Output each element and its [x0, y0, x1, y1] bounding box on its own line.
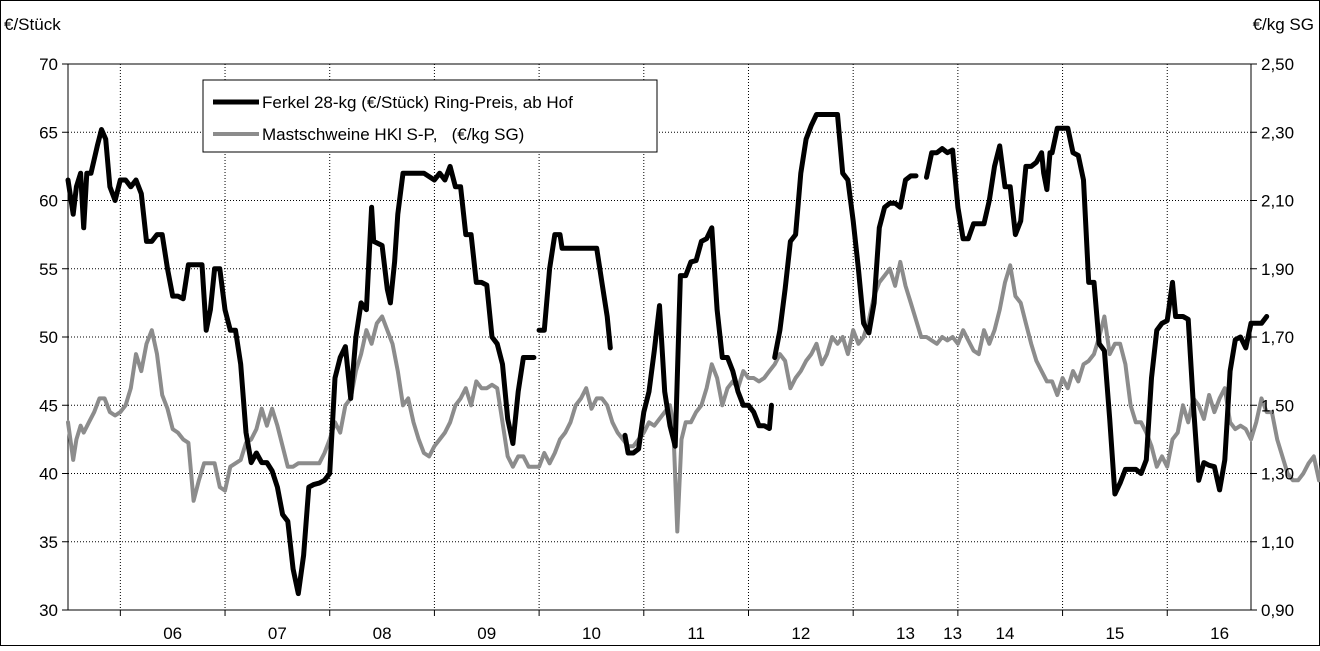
y-right-tick-label: 0,90 [1261, 601, 1294, 620]
y-right-tick-label: 1,30 [1261, 465, 1294, 484]
y-right-tick-label: 1,50 [1261, 396, 1294, 415]
y-left-unit-label: €/Stück [4, 15, 61, 34]
x-tick-label: 16 [1210, 624, 1229, 643]
x-tick-label: 11 [687, 624, 705, 643]
y-right-tick-label: 2,50 [1261, 55, 1294, 74]
x-tick-label: 12 [791, 624, 810, 643]
y-left-tick-label: 50 [39, 328, 58, 347]
y-left-tick-label: 35 [39, 533, 58, 552]
y-right-tick-label: 1,70 [1261, 328, 1294, 347]
y-left-tick-label: 40 [39, 465, 58, 484]
x-tick-label: 06 [163, 624, 182, 643]
y-right-tick-label: 1,10 [1261, 533, 1294, 552]
series-line-ferkel [536, 232, 613, 351]
y-left-tick-label: 65 [39, 123, 58, 142]
y-left-tick-label: 60 [39, 192, 58, 211]
y-right-tick-label: 2,30 [1261, 123, 1294, 142]
series-line-mastschweine [66, 259, 1320, 534]
x-tick-label: 07 [268, 624, 287, 643]
x-tick-label: 10 [582, 624, 601, 643]
x-tick-label: 08 [373, 624, 392, 643]
y-left-tick-label: 45 [39, 396, 58, 415]
legend-box [202, 79, 658, 153]
series-line-ferkel [65, 127, 537, 597]
x-tick-label: 15 [1105, 624, 1124, 643]
x-tick-label: 13 [943, 624, 962, 643]
y-right-tick-label: 1,90 [1261, 260, 1294, 279]
y-right-tick-label: 2,10 [1261, 192, 1294, 211]
series-line-ferkel [772, 112, 919, 360]
legend-label-ferkel: Ferkel 28-kg (€/Stück) Ring-Preis, ab Ho… [262, 93, 573, 112]
y-left-tick-label: 30 [39, 601, 58, 620]
legend: Ferkel 28-kg (€/Stück) Ring-Preis, ab Ho… [202, 79, 658, 153]
x-tick-label: 13 [896, 624, 915, 643]
y-left-tick-label: 70 [39, 55, 58, 74]
y-right-unit-label: €/kg SG [1253, 15, 1314, 34]
x-tick-label: 14 [996, 624, 1015, 643]
legend-label-mastschweine: Mastschweine HKl S-P, (€/kg SG) [262, 125, 524, 144]
x-tick-label: 09 [477, 624, 496, 643]
y-left-tick-label: 55 [39, 260, 58, 279]
series-line-ferkel [622, 225, 774, 456]
series-line-ferkel [924, 125, 1270, 497]
